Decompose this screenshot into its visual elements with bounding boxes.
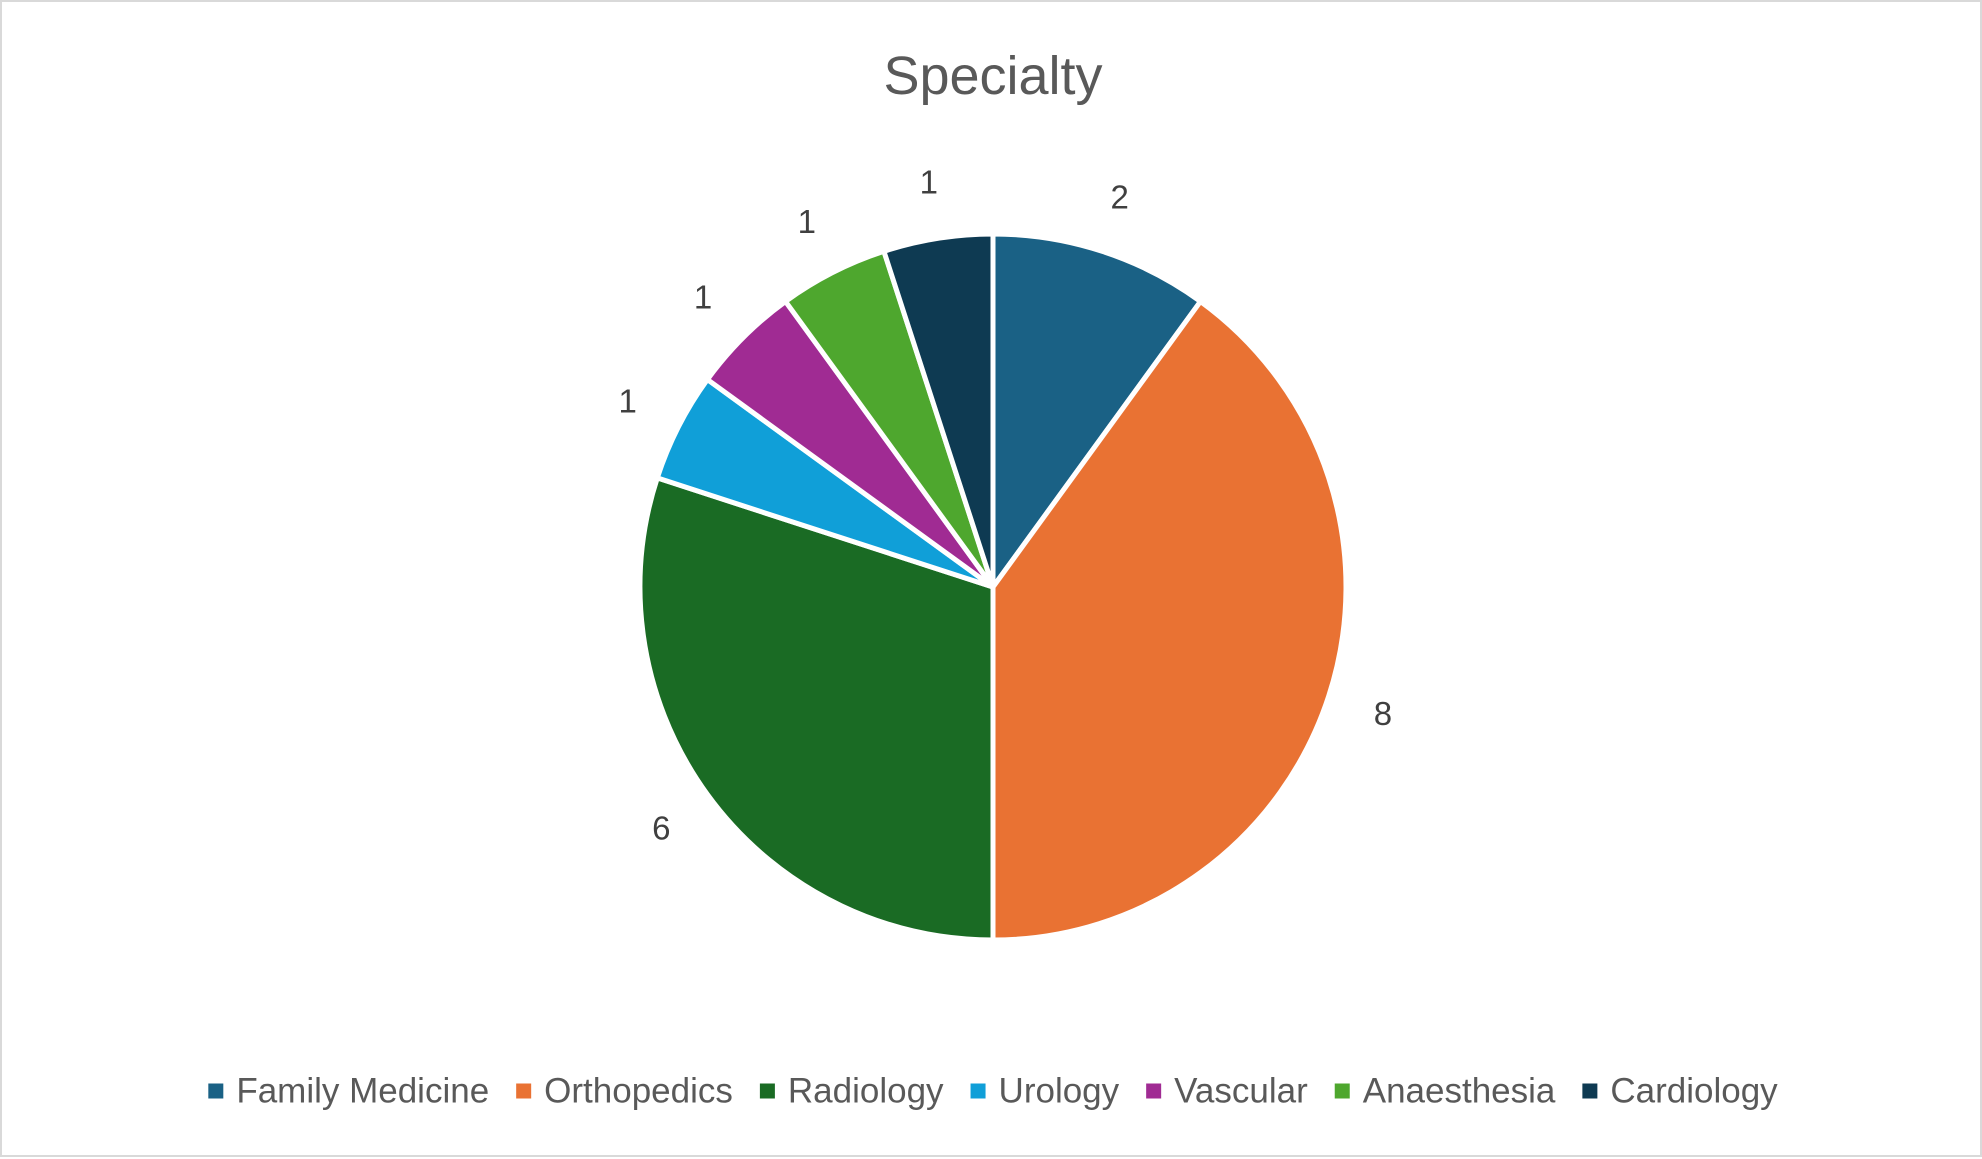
legend-item-orthopedics: Orthopedics: [516, 1072, 733, 1111]
legend-label-anaesthesia: Anaesthesia: [1363, 1072, 1556, 1111]
legend-item-radiology: Radiology: [759, 1072, 944, 1111]
data-label-anaesthesia: 1: [798, 203, 816, 240]
legend-label-vascular: Vascular: [1174, 1072, 1308, 1111]
legend-item-family-medicine: Family Medicine: [208, 1072, 489, 1111]
chart-title: Specialty: [883, 46, 1102, 106]
data-label-orthopedics: 8: [1374, 695, 1392, 732]
data-label-family-medicine: 2: [1111, 179, 1129, 216]
legend-swatch-anaesthesia: [1334, 1083, 1350, 1099]
legend-label-radiology: Radiology: [788, 1072, 944, 1111]
legend-label-cardiology: Cardiology: [1610, 1072, 1778, 1111]
pie-slice-radiology: [637, 475, 996, 943]
legend-swatch-cardiology: [1582, 1083, 1598, 1099]
data-label-urology: 1: [619, 382, 637, 419]
legend-item-vascular: Vascular: [1146, 1072, 1308, 1111]
pie-slice-family-medicine: [990, 231, 1203, 590]
pie-slice-cardiology: [881, 231, 996, 590]
legend-swatch-urology: [970, 1083, 986, 1099]
legend-swatch-family-medicine: [208, 1083, 224, 1099]
legend: Family Medicine Orthopedics Radiology Urolo…: [208, 1072, 1778, 1111]
legend-swatch-vascular: [1146, 1083, 1162, 1099]
legend-item-urology: Urology: [970, 1072, 1120, 1111]
data-label-vascular: 1: [694, 279, 712, 316]
legend-label-orthopedics: Orthopedics: [544, 1072, 733, 1111]
data-label-radiology: 6: [652, 809, 670, 846]
legend-item-anaesthesia: Anaesthesia: [1334, 1072, 1556, 1111]
pie-slices: [637, 231, 1349, 943]
legend-item-cardiology: Cardiology: [1582, 1072, 1778, 1111]
legend-swatch-radiology: [759, 1083, 775, 1099]
legend-swatch-orthopedics: [516, 1083, 532, 1099]
legend-label-family-medicine: Family Medicine: [236, 1072, 489, 1111]
data-labels: 2 8 6 1 1 1 1: [619, 164, 1393, 847]
pie-slice-orthopedics: [990, 298, 1349, 943]
data-label-cardiology: 1: [920, 164, 938, 201]
legend-label-urology: Urology: [999, 1072, 1120, 1111]
